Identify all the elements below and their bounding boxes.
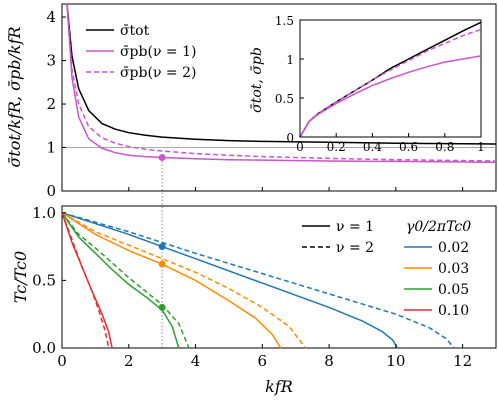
bottom-marker-2 [158, 303, 166, 311]
inset-xtick-label-1: 0.2 [327, 140, 346, 154]
top-marker-0 [158, 154, 166, 162]
bottom-legend-items: 0.02 0.03 0.05 0.10 [404, 240, 469, 319]
bottom-xtick-label-4: 8 [324, 352, 334, 370]
inset-ytick-label-3: 1.5 [275, 14, 294, 28]
legend-label-nu2: ν = 2 [336, 240, 374, 256]
inset-ytick-label-0: 0 [286, 131, 294, 145]
panel-top: 0 1 2 3 4 σ̄tot/kfR, σ̄pb/kfR σ̄tot σ̄pb(ν =… [5, 3, 497, 348]
top-y-axis-label: σ̄tot/kfR, σ̄pb/kfR [5, 26, 24, 167]
top-ytick-label-0: 0 [46, 182, 56, 200]
bottom-series-1 [61, 212, 455, 349]
bottom-axes-frame [61, 205, 497, 349]
legend-label-tot: σ̄tot [120, 23, 150, 39]
legend-label-gamma-2: 0.05 [438, 282, 469, 298]
legend-title-gamma: γ0/2πTc0 [406, 219, 471, 235]
inset-ytick-label-1: 0.5 [275, 92, 294, 106]
bottom-xtick-label-0: 0 [57, 352, 67, 370]
x-axis-label: kfR [265, 377, 293, 396]
bottom-series-0 [61, 212, 399, 349]
legend-label-pb2: σ̄pb(ν = 2) [120, 65, 196, 81]
top-series-group [66, 3, 497, 164]
top-ytick-label-4: 4 [46, 8, 56, 26]
bottom-marker-1 [158, 260, 166, 268]
legend-label-gamma-3: 0.10 [438, 303, 469, 319]
inset-xtick-label-4: 0.8 [435, 140, 454, 154]
bottom-xtick-label-2: 4 [191, 352, 201, 370]
inset-ytick-label-2: 1 [286, 53, 294, 67]
bottom-y-axis-label: Tc/Tc0 [11, 251, 30, 303]
bottom-series-4 [61, 212, 180, 349]
top-ytick-label-3: 3 [46, 52, 56, 70]
top-reference-line [62, 147, 496, 348]
bottom-xtick-label-3: 6 [258, 352, 268, 370]
legend-label-gamma-0: 0.02 [438, 240, 469, 256]
bottom-series-7 [61, 212, 110, 349]
bottom-series-3 [61, 212, 307, 349]
bottom-legend: ν = 1 ν = 2 γ0/2πTc0 0.02 0.03 0.05 0.10 [302, 219, 471, 319]
bottom-marker-0 [158, 243, 166, 251]
inset-ticks-group: 0 0.2 0.4 0.6 0.8 1 0 0.5 1 1.5 [275, 14, 485, 154]
bottom-ytick-label-1: 0.5 [32, 271, 56, 289]
top-series-0 [66, 3, 497, 145]
panel-bottom: 0 2 4 6 8 10 12 0.0 0.5 1.0 Tc/Tc0 kfR ν = 1 ν = … [11, 204, 497, 396]
bottom-ticks-group: 0 2 4 6 8 10 12 0.0 0.5 1.0 [32, 204, 472, 370]
bottom-series-group [61, 212, 455, 349]
legend-label-gamma-1: 0.03 [438, 261, 469, 277]
top-axes-frame [61, 3, 497, 192]
bottom-ytick-label-2: 1.0 [32, 204, 56, 222]
legend-label-nu1: ν = 1 [336, 219, 374, 235]
bottom-ytick-label-0: 0.0 [32, 339, 56, 357]
inset-xtick-label-5: 1 [477, 140, 485, 154]
inset-chart: 0 0.2 0.4 0.6 0.8 1 0 0.5 1 1.5 σ̄tot, σ̄pb [249, 14, 485, 154]
bottom-series-2 [61, 212, 282, 349]
inset-axes-frame [299, 19, 482, 138]
inset-xtick-label-2: 0.4 [363, 140, 382, 154]
top-ytick-label-2: 2 [46, 95, 56, 113]
bottom-xtick-label-1: 2 [124, 352, 134, 370]
top-legend: σ̄tot σ̄pb(ν = 1) σ̄pb(ν = 2) [86, 23, 196, 81]
top-series-1 [66, 3, 497, 164]
inset-xtick-label-3: 0.6 [399, 140, 418, 154]
bottom-series-5 [61, 212, 190, 349]
inset-series-group [299, 21, 482, 138]
bottom-xtick-label-5: 10 [386, 352, 405, 370]
top-series-2 [66, 3, 497, 162]
top-ticks-group: 0 1 2 3 4 [46, 8, 464, 200]
inset-xtick-label-0: 0 [296, 140, 304, 154]
legend-label-pb1: σ̄pb(ν = 1) [120, 44, 196, 60]
top-ytick-label-1: 1 [46, 139, 56, 157]
inset-series-2 [299, 28, 482, 138]
inset-y-axis-label: σ̄tot, σ̄pb [249, 47, 265, 113]
bottom-xtick-label-6: 12 [453, 352, 472, 370]
